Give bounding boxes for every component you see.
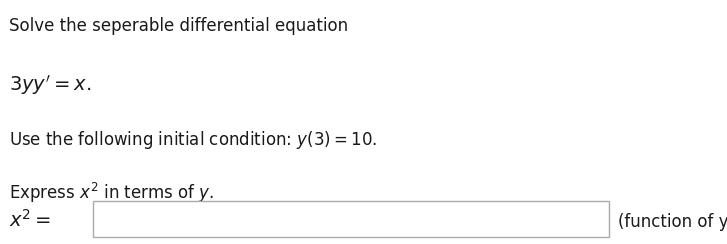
Text: $3yy' = x.$: $3yy' = x.$ [9,73,92,97]
Text: Express $x^2$ in terms of $y$.: Express $x^2$ in terms of $y$. [9,181,214,205]
Text: Use the following initial condition: $y(3) = 10.$: Use the following initial condition: $y(… [9,129,377,151]
Text: Solve the seperable differential equation: Solve the seperable differential equatio… [9,17,348,35]
FancyBboxPatch shape [93,201,609,237]
Text: $x^2 =$: $x^2 =$ [9,209,52,231]
Text: (function of y).: (function of y). [618,213,727,231]
